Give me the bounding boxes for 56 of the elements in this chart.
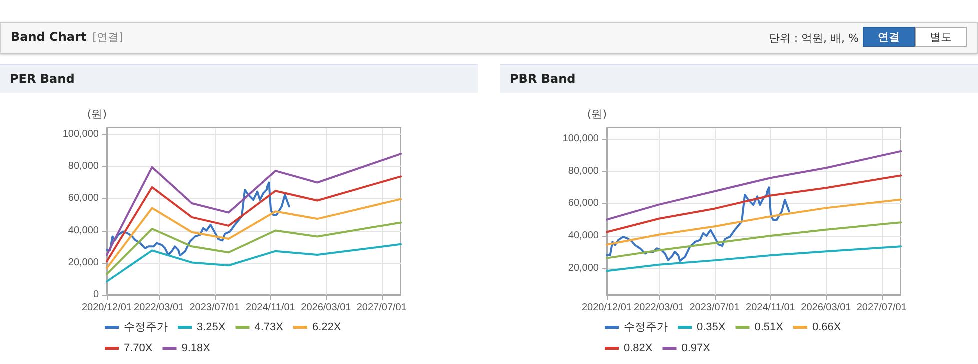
legend-label: 0.97X bbox=[682, 342, 712, 354]
line-series bbox=[606, 222, 902, 260]
x-tick-label: 2023/07/01 bbox=[190, 302, 240, 314]
x-tick-label: 2020/12/01 bbox=[82, 302, 132, 314]
legend-label: 수정주가 bbox=[124, 322, 168, 334]
x-tick-label: 2022/03/01 bbox=[134, 302, 185, 314]
legend-label: 0.35X bbox=[697, 322, 726, 334]
text: [연결] bbox=[92, 31, 124, 44]
line-series bbox=[106, 153, 402, 256]
x-tick-label: 2027/07/01 bbox=[356, 302, 408, 314]
x-tick-label: 2026/03/01 bbox=[801, 302, 852, 314]
y-tick-label: 20,000 bbox=[68, 257, 100, 268]
y-tick-label: 80,000 bbox=[68, 161, 100, 172]
chart-title: PER Band bbox=[0, 64, 478, 93]
x-tick-label: 2024/11/01 bbox=[246, 302, 296, 314]
legend-label: 9.18X bbox=[182, 342, 212, 354]
line-series bbox=[106, 182, 290, 257]
line-series bbox=[106, 176, 402, 263]
text: Band Chart bbox=[11, 30, 87, 44]
text: 연결 bbox=[863, 27, 915, 47]
line-series bbox=[606, 246, 902, 272]
legend-label: 4.73X bbox=[254, 322, 284, 334]
x-tick-label: 2023/07/01 bbox=[690, 302, 740, 314]
line-series bbox=[106, 243, 402, 283]
line-series bbox=[606, 174, 902, 234]
line-series bbox=[606, 198, 902, 246]
y-axis-title: (원) bbox=[87, 108, 107, 121]
x-tick-label: 2024/11/01 bbox=[746, 302, 796, 314]
y-tick-label: 100,000 bbox=[62, 128, 100, 140]
legend-label: 6.22X bbox=[312, 322, 342, 334]
chart-title: PBR Band bbox=[500, 64, 978, 93]
y-tick-label: 100,000 bbox=[562, 133, 600, 144]
line-series bbox=[606, 150, 902, 221]
legend-label: 3.25X bbox=[197, 322, 226, 334]
line-series bbox=[106, 198, 402, 270]
x-tick-label: 2020/12/01 bbox=[582, 302, 632, 314]
line-series bbox=[606, 186, 790, 262]
x-tick-label: 2027/07/01 bbox=[856, 302, 908, 314]
legend-label: 7.70X bbox=[124, 342, 154, 354]
y-tick-label: 20,000 bbox=[568, 262, 600, 274]
y-axis-title: (원) bbox=[587, 108, 607, 121]
y-tick-label: 0 bbox=[93, 290, 100, 300]
y-tick-label: 60,000 bbox=[568, 198, 600, 210]
y-tick-label: 80,000 bbox=[568, 166, 600, 177]
text: 단위 : 억원, 배, % bbox=[768, 31, 859, 46]
y-tick-label: 40,000 bbox=[568, 230, 600, 242]
x-tick-label: 2026/03/01 bbox=[301, 302, 352, 314]
line-series bbox=[106, 222, 402, 276]
y-tick-label: 60,000 bbox=[68, 193, 100, 204]
y-tick-label: 40,000 bbox=[68, 225, 100, 236]
text: 별도 bbox=[915, 27, 967, 47]
legend-label: 0.82X bbox=[624, 342, 654, 354]
legend-label: 수정주가 bbox=[624, 322, 668, 334]
legend-label: 0.66X bbox=[812, 322, 842, 334]
legend-label: 0.51X bbox=[754, 322, 784, 334]
x-tick-label: 2022/03/01 bbox=[634, 302, 685, 314]
